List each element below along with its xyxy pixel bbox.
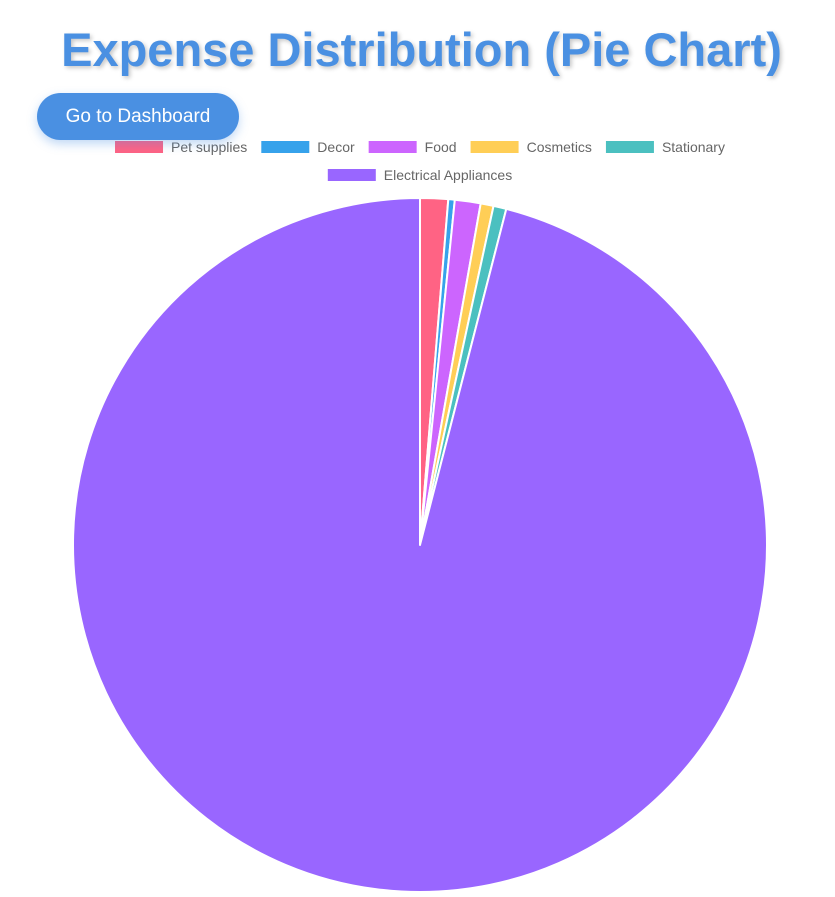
- pie-slices: [72, 197, 768, 893]
- legend-label-decor[interactable]: Decor: [317, 139, 355, 155]
- legend-swatch-pet-supplies[interactable]: [115, 141, 164, 153]
- legend-swatch-food[interactable]: [368, 141, 417, 153]
- legend-label-food[interactable]: Food: [425, 139, 457, 155]
- chart-legend: Pet supplies Decor Food Cosmetics Stationary…: [115, 139, 725, 183]
- page-title: Expense Distribution (Pie Chart): [61, 23, 782, 76]
- legend-label-cosmetics[interactable]: Cosmetics: [527, 139, 592, 155]
- go-to-dashboard-button[interactable]: Go to Dashboard: [37, 93, 239, 140]
- pie-slice-electrical-appliances[interactable]: [72, 197, 768, 893]
- legend-swatch-electrical-appliances[interactable]: [327, 169, 376, 181]
- legend-label-stationary[interactable]: Stationary: [662, 139, 725, 155]
- legend-swatch-stationary[interactable]: [605, 141, 654, 153]
- legend-label-electrical-appliances[interactable]: Electrical Appliances: [384, 167, 512, 183]
- legend-swatch-cosmetics[interactable]: [470, 141, 519, 153]
- legend-swatch-decor[interactable]: [261, 141, 310, 153]
- legend-label-pet-supplies[interactable]: Pet supplies: [171, 139, 247, 155]
